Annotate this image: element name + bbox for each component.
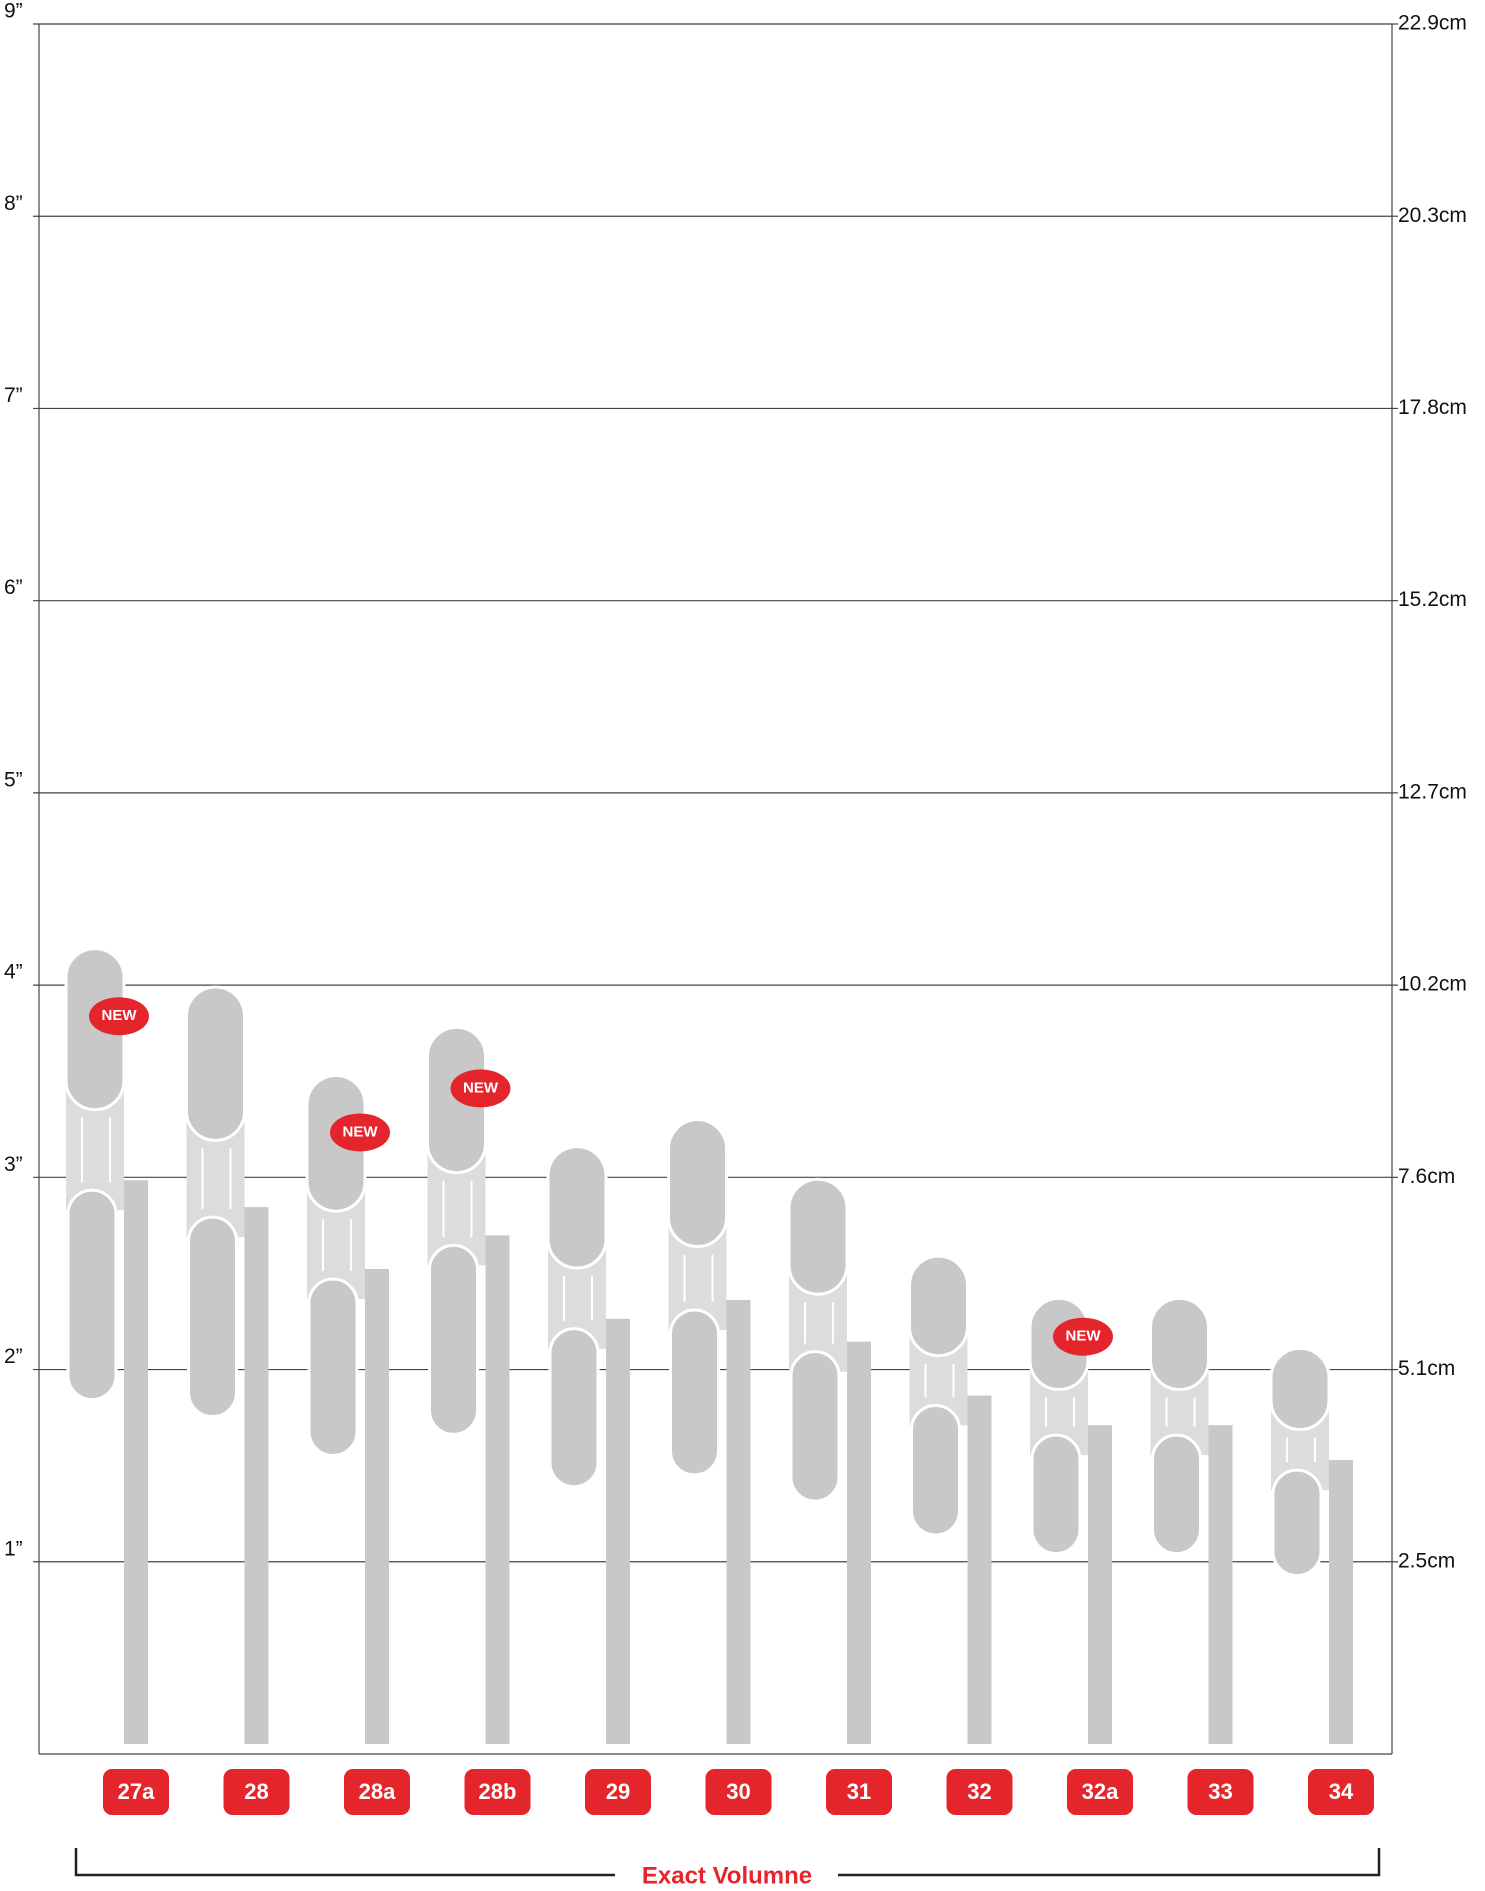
- pipette-stem: [847, 1341, 871, 1744]
- category-badge: [344, 1769, 410, 1815]
- pipette: [908, 1254, 992, 1744]
- y2-tick-label: 12.7cm: [1398, 780, 1467, 803]
- pipette-stem: [244, 1207, 269, 1744]
- y-tick-label: 3”: [4, 1153, 23, 1176]
- x-tick-label: 28: [244, 1779, 268, 1804]
- y-tick-label: 8”: [4, 192, 23, 215]
- category-badge: [223, 1769, 290, 1815]
- x-tick-label: 27a: [118, 1779, 155, 1804]
- pipette: [667, 1118, 751, 1744]
- x-tick-label: 34: [1329, 1779, 1354, 1804]
- x-tick-label: 29: [606, 1779, 630, 1804]
- pipette-lower-bulb: [789, 1350, 841, 1503]
- pipette-stem: [1088, 1425, 1112, 1744]
- y-tick-label: 2”: [4, 1345, 23, 1368]
- new-badge: [450, 1069, 511, 1108]
- x-tick-label: 32: [967, 1779, 991, 1804]
- pipette: [546, 1145, 630, 1744]
- pipette-lower-bulb: [1151, 1433, 1202, 1556]
- pipette-stem: [1329, 1460, 1353, 1744]
- category-badge: [585, 1769, 651, 1815]
- category-badge: [826, 1769, 892, 1815]
- new-badge-label: NEW: [463, 1079, 499, 1096]
- new-badge: [89, 997, 149, 1036]
- new-badge: [330, 1113, 390, 1152]
- pipette-lower-bulb: [1271, 1468, 1323, 1578]
- pipette-upper-bulb: [185, 985, 246, 1142]
- new-badge-label: NEW: [1066, 1328, 1102, 1345]
- pipette: NEW: [1028, 1296, 1113, 1744]
- category-badge: [1067, 1769, 1133, 1815]
- category-badge: [946, 1769, 1013, 1815]
- pipette-upper-bulb: [667, 1118, 728, 1249]
- pipette-lower-bulb: [428, 1243, 479, 1436]
- pipette-lower-bulb: [66, 1188, 118, 1402]
- category-badge: [1187, 1769, 1254, 1815]
- pipette-lower-bulb: [669, 1308, 720, 1477]
- y-tick-label: 1”: [4, 1537, 23, 1560]
- pipette-stem: [365, 1269, 389, 1744]
- pipette: [1269, 1346, 1353, 1744]
- category-badge: [464, 1769, 531, 1815]
- pipette-stem: [967, 1395, 992, 1744]
- y-tick-label: 7”: [4, 384, 23, 407]
- y-tick-label: 9”: [4, 0, 23, 23]
- bracket: [74, 1848, 1381, 1877]
- pipette-upper-bulb: [546, 1145, 608, 1270]
- pipette-stem: [606, 1318, 630, 1744]
- x-tick-label: 28a: [359, 1779, 396, 1804]
- pipette-lower-bulb: [307, 1277, 359, 1457]
- y2-tick-label: 20.3cm: [1398, 204, 1467, 227]
- x-axis-label: Exact Volumne: [642, 1862, 812, 1889]
- y-tick-label: 4”: [4, 961, 23, 984]
- pipette-lower-bulb: [910, 1404, 961, 1537]
- pipette: NEW: [426, 1025, 511, 1744]
- x-tick-label: 31: [847, 1779, 871, 1804]
- category-badge: [705, 1769, 772, 1815]
- pipette-upper-bulb: [1269, 1346, 1331, 1432]
- pipette-upper-bulb: [908, 1254, 969, 1358]
- new-badge-label: NEW: [102, 1007, 138, 1024]
- pipette-lower-bulb: [548, 1327, 600, 1489]
- pipette-stem: [485, 1235, 510, 1744]
- pipette: NEW: [64, 947, 149, 1744]
- x-tick-label: 32a: [1082, 1779, 1119, 1804]
- pipette: [1149, 1296, 1233, 1744]
- x-tick-label: 28b: [479, 1779, 517, 1804]
- y2-tick-label: 17.8cm: [1398, 396, 1467, 419]
- y-tick-label: 5”: [4, 768, 23, 791]
- y2-tick-label: 2.5cm: [1398, 1549, 1455, 1572]
- y2-tick-label: 5.1cm: [1398, 1357, 1455, 1380]
- category-badge: [103, 1769, 169, 1815]
- new-badge-label: NEW: [343, 1123, 379, 1140]
- pipette-upper-bulb: [787, 1177, 849, 1296]
- pipette: [787, 1177, 871, 1744]
- y-tick-label: 6”: [4, 576, 23, 599]
- pipette: NEW: [305, 1073, 390, 1744]
- pipette-lower-bulb: [1030, 1433, 1082, 1556]
- pipette-stem: [726, 1299, 751, 1744]
- pipette-upper-bulb: [1149, 1296, 1210, 1392]
- pipette-stem: [1208, 1425, 1233, 1744]
- y2-tick-label: 15.2cm: [1398, 588, 1467, 611]
- pipette-stem: [124, 1180, 148, 1744]
- x-tick-label: 30: [726, 1779, 750, 1804]
- pipette-lower-bulb: [187, 1215, 238, 1419]
- new-badge: [1053, 1317, 1113, 1356]
- pipette: [185, 985, 269, 1744]
- category-badge: [1308, 1769, 1374, 1815]
- y2-tick-label: 7.6cm: [1398, 1165, 1455, 1188]
- y2-tick-label: 10.2cm: [1398, 973, 1467, 996]
- y2-tick-label: 22.9cm: [1398, 12, 1467, 35]
- x-tick-label: 33: [1208, 1779, 1232, 1804]
